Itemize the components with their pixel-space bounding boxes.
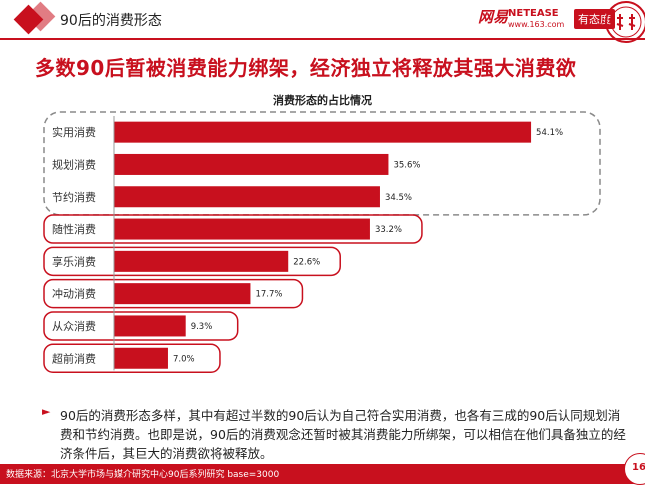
value-label-5: 17.7% bbox=[255, 290, 282, 300]
highlight-box-4 bbox=[43, 246, 341, 277]
top-bar: 90后的消费形态 网易 NETEASE www.163.com 有态度 bbox=[0, 0, 645, 43]
value-label-7: 7.0% bbox=[173, 354, 195, 364]
value-label-3: 33.2% bbox=[375, 225, 402, 235]
note-bullet-icon: ► bbox=[42, 405, 51, 418]
page-number: 16 bbox=[632, 462, 645, 473]
section-title: 90后的消费形态 bbox=[60, 13, 162, 29]
highlight-box-3 bbox=[43, 214, 423, 244]
highlight-box-5 bbox=[43, 278, 304, 309]
netease-logo-url: www.163.com bbox=[508, 20, 565, 29]
category-label-7: 超前消费 bbox=[52, 351, 96, 365]
bar-7 bbox=[114, 347, 168, 369]
attitude-logo: 有态度 bbox=[574, 9, 615, 29]
category-label-1: 规划消费 bbox=[52, 157, 96, 171]
bar-0 bbox=[114, 121, 532, 143]
page-headline: 多数90后暂被消费能力绑架，经济独立将释放其强大消费欲 bbox=[35, 56, 577, 80]
summary-note: 90后的消费形态多样，其中有超过半数的90后认为自己符合实用消费，也各有三成的9… bbox=[60, 408, 626, 461]
footer-bar: 数据来源：北京大学市场与媒介研究中心90后系列研究 base=3000 bbox=[0, 464, 645, 484]
dashed-group-box bbox=[43, 111, 601, 216]
data-source: 数据来源：北京大学市场与媒介研究中心90后系列研究 base=3000 bbox=[6, 470, 280, 480]
value-label-1: 35.6% bbox=[393, 160, 420, 170]
chart-title: 消费形态的占比情况 bbox=[273, 94, 372, 107]
category-label-0: 实用消费 bbox=[52, 125, 96, 139]
highlight-box-7 bbox=[43, 343, 221, 373]
netease-logo-en: NETEASE bbox=[508, 8, 559, 19]
value-label-4: 22.6% bbox=[293, 257, 320, 267]
highlight-box-6 bbox=[43, 311, 239, 341]
value-label-0: 54.1% bbox=[536, 128, 563, 138]
university-seal-icon bbox=[605, 1, 645, 43]
bar-6 bbox=[114, 315, 186, 337]
bar-chart: 实用消费 54.1% 规划消费 35.6% 节约消费 34.5% 随性消费 33.2% 享乐消费… bbox=[43, 111, 601, 373]
bar-5 bbox=[114, 283, 251, 305]
netease-logo: 网易 NETEASE www.163.com bbox=[478, 6, 578, 32]
netease-logo-cn: 网易 bbox=[478, 8, 509, 26]
bar-1 bbox=[114, 153, 389, 175]
value-label-2: 34.5% bbox=[385, 193, 412, 203]
category-label-4: 享乐消费 bbox=[52, 254, 96, 268]
header-divider bbox=[0, 38, 645, 40]
bar-3 bbox=[114, 218, 370, 240]
bar-2 bbox=[114, 186, 380, 208]
category-label-5: 冲动消费 bbox=[52, 287, 96, 301]
category-label-3: 随性消费 bbox=[52, 222, 96, 236]
category-label-2: 节约消费 bbox=[52, 190, 96, 204]
bar-4 bbox=[114, 250, 289, 272]
category-label-6: 从众消费 bbox=[52, 319, 96, 333]
value-label-6: 9.3% bbox=[191, 322, 213, 332]
